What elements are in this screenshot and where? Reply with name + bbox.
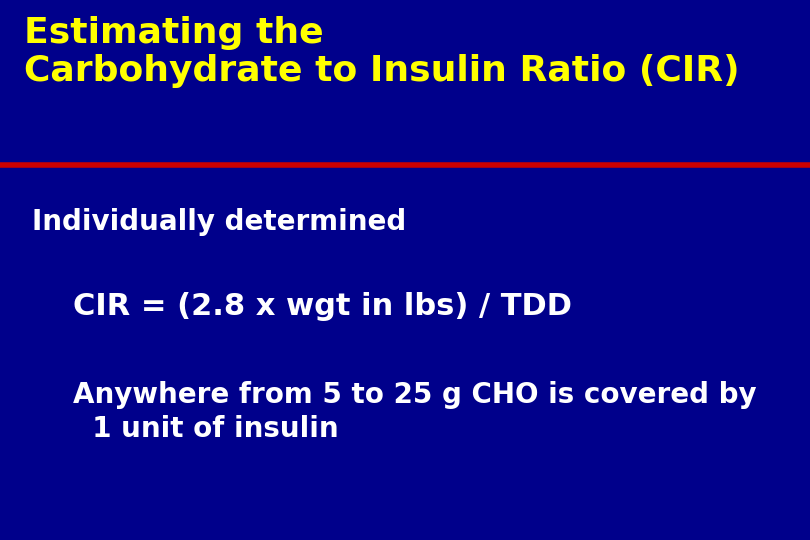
Text: CIR = (2.8 x wgt in lbs) / TDD: CIR = (2.8 x wgt in lbs) / TDD: [73, 292, 572, 321]
Text: Estimating the
Carbohydrate to Insulin Ratio (CIR): Estimating the Carbohydrate to Insulin R…: [24, 16, 740, 88]
Text: Individually determined: Individually determined: [32, 208, 407, 236]
Text: Anywhere from 5 to 25 g CHO is covered by
  1 unit of insulin: Anywhere from 5 to 25 g CHO is covered b…: [73, 381, 757, 443]
